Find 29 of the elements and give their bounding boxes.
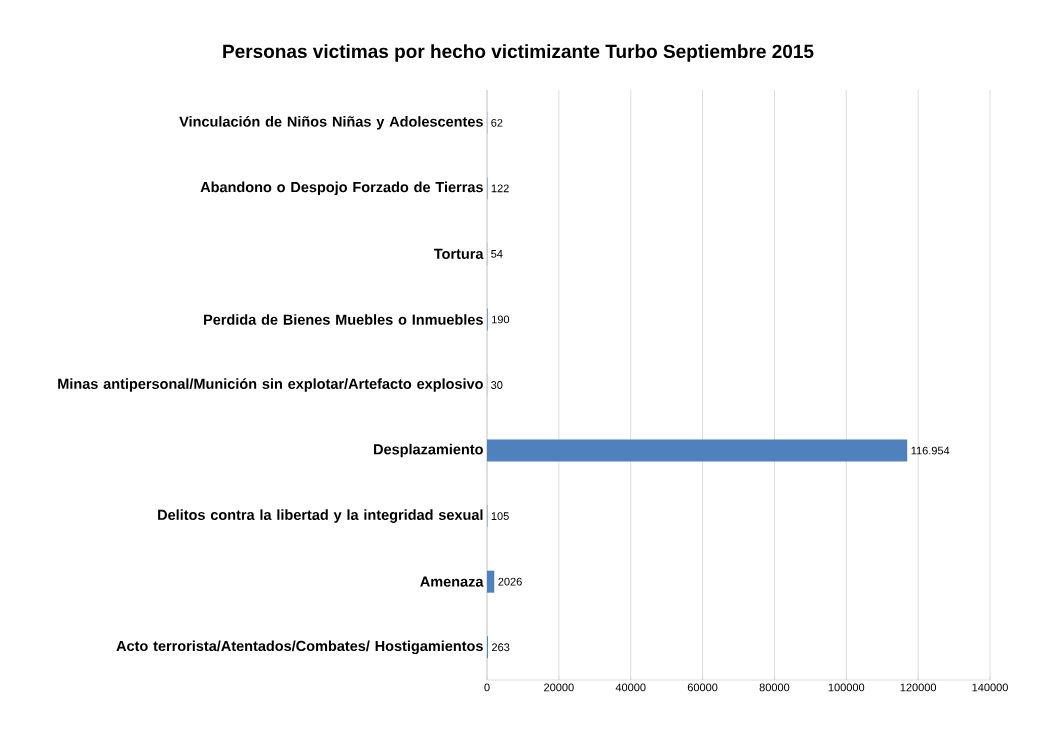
data-label: 62 xyxy=(491,118,503,127)
x-tick-label: 20000 xyxy=(544,683,574,692)
x-tick-label: 80000 xyxy=(759,683,790,692)
y-tick-label: Amenaza xyxy=(420,576,484,587)
data-label: 54 xyxy=(491,250,503,258)
x-tick-label: 140000 xyxy=(972,683,1008,692)
data-label: 190 xyxy=(492,315,510,324)
x-tick-label: 0 xyxy=(484,683,490,692)
y-tick-label: Minas antipersonal/Munición sin explotar/Artefacto explosivo xyxy=(58,378,483,392)
data-label: 122 xyxy=(491,184,509,193)
y-tick-label: Vinculación de Niños Niñas y Adolescentes xyxy=(179,115,483,130)
y-tick-label: Desplazamiento xyxy=(374,443,483,458)
data-label: 30 xyxy=(491,381,503,389)
y-tick-label: Tortura xyxy=(433,248,484,259)
y-tick-label: Perdida de Bienes Muebles o Inmuebles xyxy=(204,314,483,325)
bar xyxy=(487,570,495,593)
x-tick-label: 100000 xyxy=(828,683,865,692)
y-tick-label: Abandono o Despojo Forzado de Tierras xyxy=(200,181,483,196)
y-tick-label: Acto terrorista/Atentados/Combates/ Hostigamientos xyxy=(116,640,483,655)
bar xyxy=(487,439,908,462)
x-tick-label: 40000 xyxy=(615,683,646,692)
x-tick-label: 120000 xyxy=(900,683,937,692)
data-label: 105 xyxy=(491,512,509,521)
x-tick-label: 60000 xyxy=(687,683,718,692)
y-tick-label: Delitos contra la libertad y la integridad sexual xyxy=(158,509,483,523)
data-label: 263 xyxy=(492,643,510,652)
chart-title: Personas victimas por hecho victimizante Turbo Septiembre 2015 xyxy=(223,44,814,62)
data-label: 116.954 xyxy=(911,446,950,455)
data-label: 2026 xyxy=(498,577,522,586)
